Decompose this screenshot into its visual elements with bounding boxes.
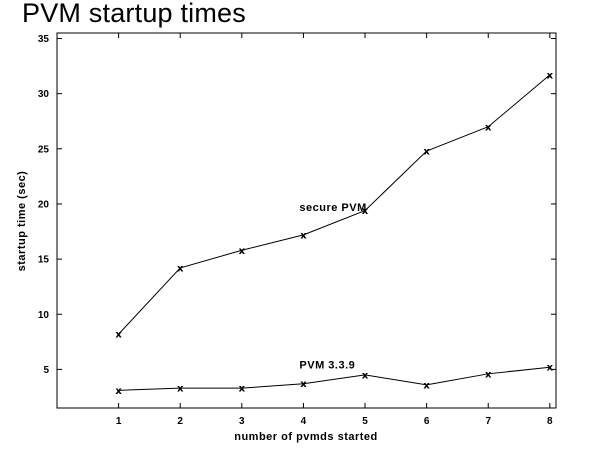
y-tick-label: 35 [38, 34, 50, 45]
data-point-marker: x [177, 263, 184, 274]
data-point-marker: x [239, 246, 246, 257]
x-tick-label: 2 [177, 416, 183, 427]
series-line [118, 366, 550, 391]
y-axis-label: startup time (sec) [16, 171, 28, 272]
y-tick-label: 20 [38, 199, 50, 210]
data-point-marker: x [547, 70, 554, 81]
x-tick-label: 5 [362, 416, 368, 427]
data-point-marker: x [485, 122, 492, 133]
data-point-marker: x [239, 384, 246, 395]
chart-title: PVM startup times [22, 0, 246, 28]
y-tick-label: 5 [43, 365, 49, 376]
data-point-marker: x [362, 370, 369, 381]
data-point-marker: x [423, 147, 430, 158]
y-axis-ticks: 5 10 15 20 25 30 35 [38, 34, 556, 376]
data-point-marker: x [547, 363, 554, 374]
x-axis-label: number of pvmds started [234, 431, 378, 443]
x-tick-label: 8 [547, 416, 553, 427]
x-tick-label: 7 [485, 416, 491, 427]
y-tick-label: 25 [38, 144, 50, 155]
x-tick-label: 1 [116, 416, 122, 427]
data-point-marker: x [362, 206, 369, 217]
data-point-marker: x [115, 330, 122, 341]
plot-frame [56, 32, 557, 409]
data-point-marker: x [115, 386, 122, 397]
series-label: secure PVM [299, 202, 366, 214]
series-line [118, 74, 551, 335]
data-point-marker: x [300, 379, 307, 390]
series-label: PVM 3.3.9 [299, 360, 355, 372]
y-tick-label: 10 [38, 310, 50, 321]
data-point-marker: x [485, 369, 492, 380]
y-tick-label: 15 [38, 255, 50, 266]
x-tick-label: 3 [239, 416, 245, 427]
data-point-marker: x [300, 230, 307, 241]
x-axis-ticks: 1 2 3 4 5 6 7 8 [116, 33, 553, 427]
data-point-marker: x [177, 384, 184, 395]
y-tick-label: 30 [38, 89, 50, 100]
data-point-marker: x [423, 380, 430, 391]
x-tick-label: 4 [301, 416, 307, 427]
x-tick-label: 6 [424, 416, 430, 427]
